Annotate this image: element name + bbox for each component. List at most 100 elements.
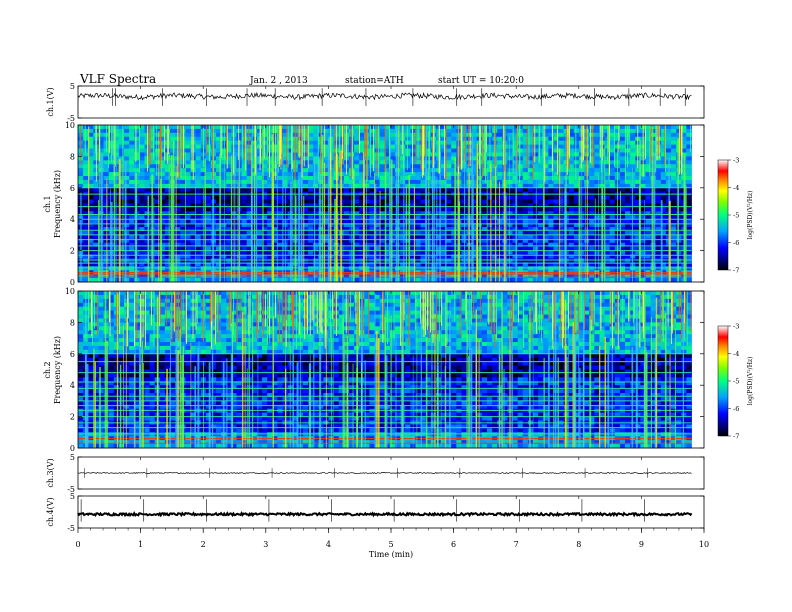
ch1-spec-cell bbox=[216, 125, 222, 130]
ch1-spec-cell bbox=[517, 215, 524, 220]
ch1-spec-cell bbox=[553, 176, 559, 181]
ch1-spec-cell bbox=[405, 238, 411, 244]
ch1-spec-cell bbox=[405, 199, 411, 204]
ch1-spec-cell bbox=[671, 203, 677, 208]
ch1-spec-cell bbox=[609, 136, 616, 142]
ch1-spec-cell bbox=[93, 230, 99, 236]
ch1-spec-cell bbox=[190, 203, 196, 208]
ch1-spec-cell bbox=[144, 246, 150, 252]
ch1-spec-cell bbox=[517, 176, 524, 181]
ch1-spec-cell bbox=[175, 207, 181, 212]
ch1-spec-cell bbox=[435, 278, 442, 283]
ch1-spec-cell bbox=[451, 246, 457, 252]
ch1-spec-cell bbox=[405, 223, 411, 228]
ch1-spec-cell bbox=[205, 250, 212, 255]
ch1-spec-cell bbox=[364, 211, 370, 216]
ch1-spec-cell bbox=[522, 152, 529, 157]
ch1-spec-cell bbox=[144, 230, 150, 236]
ch1-spec-cell bbox=[103, 223, 110, 228]
ch1-spec-cell bbox=[83, 262, 89, 267]
ch1-spec-cell bbox=[272, 164, 278, 169]
ch1-spec-cell bbox=[180, 203, 186, 208]
ch1-spec-cell bbox=[568, 215, 575, 220]
ch1-spec-cell bbox=[354, 187, 360, 193]
ch1-spec-cell bbox=[686, 242, 692, 248]
ch1-spec-cell bbox=[262, 152, 268, 157]
ch1-spec-cell bbox=[195, 172, 202, 177]
ch1-spec-cell bbox=[405, 211, 411, 216]
ch1-spec-cell bbox=[589, 262, 595, 267]
ch1-spec-cell bbox=[343, 176, 350, 181]
ch1-spec-cell bbox=[246, 140, 253, 146]
ch1-spec-cell bbox=[548, 274, 554, 279]
ch1-spec-cell bbox=[221, 203, 227, 208]
ch1-spec-cell bbox=[139, 250, 145, 255]
ch1-spec-cell bbox=[216, 238, 222, 244]
ch1-spec-cell bbox=[302, 199, 309, 204]
ch1-spec-cell bbox=[256, 266, 263, 271]
ch1-spec-cell bbox=[93, 246, 99, 252]
ch1-spec-cell bbox=[226, 164, 232, 169]
ch1-spec-cell bbox=[568, 199, 575, 204]
ch1-spec-cell bbox=[180, 227, 186, 232]
ch1-spec-cell bbox=[216, 179, 222, 185]
ch1-spec-cell bbox=[216, 144, 222, 149]
ch1-spec-cell bbox=[660, 136, 667, 142]
ch1-spec-cell bbox=[573, 168, 580, 173]
ch1-spec-cell bbox=[619, 125, 626, 130]
ch1-spec-cell bbox=[394, 164, 401, 169]
ch1-spec-cell bbox=[512, 227, 519, 232]
ch1-spec-cell bbox=[619, 238, 626, 244]
ch1-spec-cell bbox=[369, 227, 375, 232]
ch1-spec-cell bbox=[103, 156, 110, 161]
ch1-spec-cell bbox=[129, 258, 135, 263]
ch1-spec-cell bbox=[359, 136, 365, 142]
ch1-spec-cell bbox=[665, 144, 672, 149]
ch1-spec-cell bbox=[323, 254, 329, 259]
ch1-spec-cell bbox=[645, 278, 651, 283]
ch1-spec-cell bbox=[282, 211, 288, 216]
ch1-spec-cell bbox=[282, 238, 288, 244]
ch1-spec-cell bbox=[129, 274, 135, 279]
ch1-spec-cell bbox=[379, 223, 386, 228]
ch1-spec-cell bbox=[410, 152, 416, 157]
ch1-spec-cell bbox=[134, 160, 140, 165]
ch1-spec-cell bbox=[221, 234, 227, 240]
ch1-spec-cell bbox=[282, 250, 288, 255]
ch1-spec-cell bbox=[154, 258, 161, 263]
ch1-spec-cell bbox=[369, 176, 375, 181]
ch1-spec-cell bbox=[389, 172, 396, 177]
ch1-spec-cell bbox=[394, 254, 401, 259]
ch1-spec-cell bbox=[226, 278, 232, 283]
ch1-spec-cell bbox=[548, 176, 554, 181]
ch1-spec-cell bbox=[573, 242, 580, 248]
ch1-spec-cell bbox=[635, 223, 641, 228]
ch1-spec-cell bbox=[185, 278, 191, 283]
ch1-spec-cell bbox=[568, 148, 575, 153]
ch1-spec-cell bbox=[195, 140, 202, 146]
ch1-spec-cell bbox=[548, 152, 554, 157]
ch1-spec-cell bbox=[609, 274, 616, 279]
ch1-spec-cell bbox=[440, 179, 447, 185]
ch1-spec-cell bbox=[466, 168, 473, 173]
ch1-spec-cell bbox=[200, 176, 207, 181]
ch1-spec-cell bbox=[93, 234, 99, 240]
ch1-spec-cell bbox=[175, 176, 181, 181]
ch1-spec-cell bbox=[645, 238, 651, 244]
ch1-spec-cell bbox=[374, 258, 381, 263]
ch1-spec-cell bbox=[262, 136, 268, 142]
ch1-spec-cell bbox=[129, 136, 135, 142]
ch1-spec-cell bbox=[681, 128, 687, 134]
ch1-spec-cell bbox=[466, 132, 473, 138]
ch1-spec-cell bbox=[589, 207, 595, 212]
ch1-spec-cell bbox=[558, 207, 565, 212]
ch1-spec-cell bbox=[533, 183, 539, 189]
ch1-spec-cell bbox=[533, 160, 539, 165]
ch1-spec-cell bbox=[543, 195, 549, 200]
ch1-spec-cell bbox=[302, 211, 309, 216]
ch1-spec-cell bbox=[221, 168, 227, 173]
ch1-spec-cell bbox=[671, 160, 677, 165]
ch1-spec-cell bbox=[415, 246, 421, 252]
ch1-spec-cell bbox=[435, 258, 442, 263]
ch1-spec-cell bbox=[573, 152, 580, 157]
